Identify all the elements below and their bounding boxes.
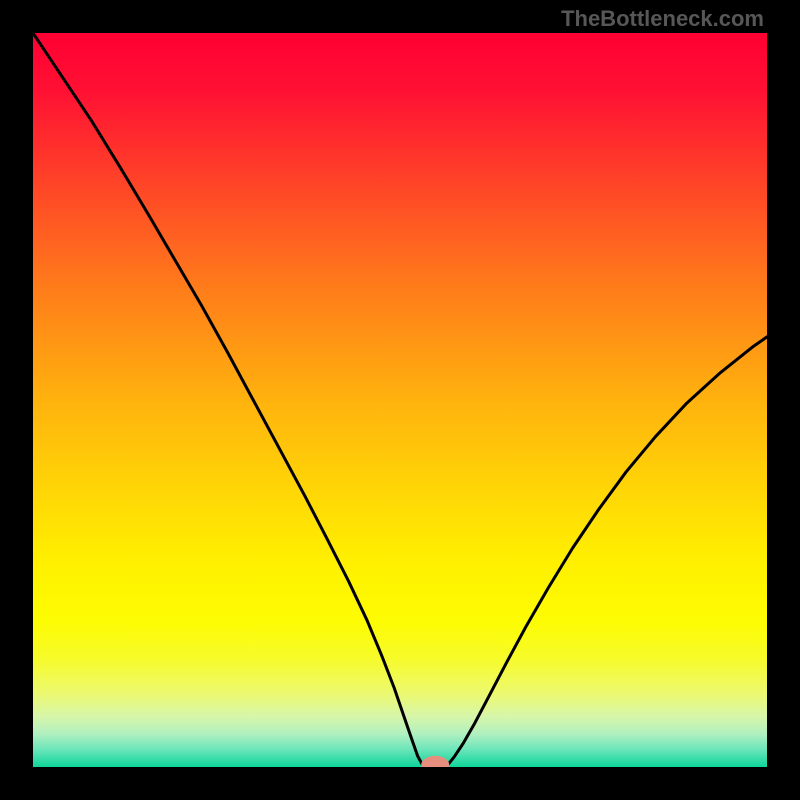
chart-canvas: TheBottleneck.com	[0, 0, 800, 800]
watermark-text: TheBottleneck.com	[561, 6, 764, 32]
gradient-background	[33, 33, 767, 767]
plot-area	[33, 33, 767, 767]
bottleneck-chart	[33, 33, 767, 767]
